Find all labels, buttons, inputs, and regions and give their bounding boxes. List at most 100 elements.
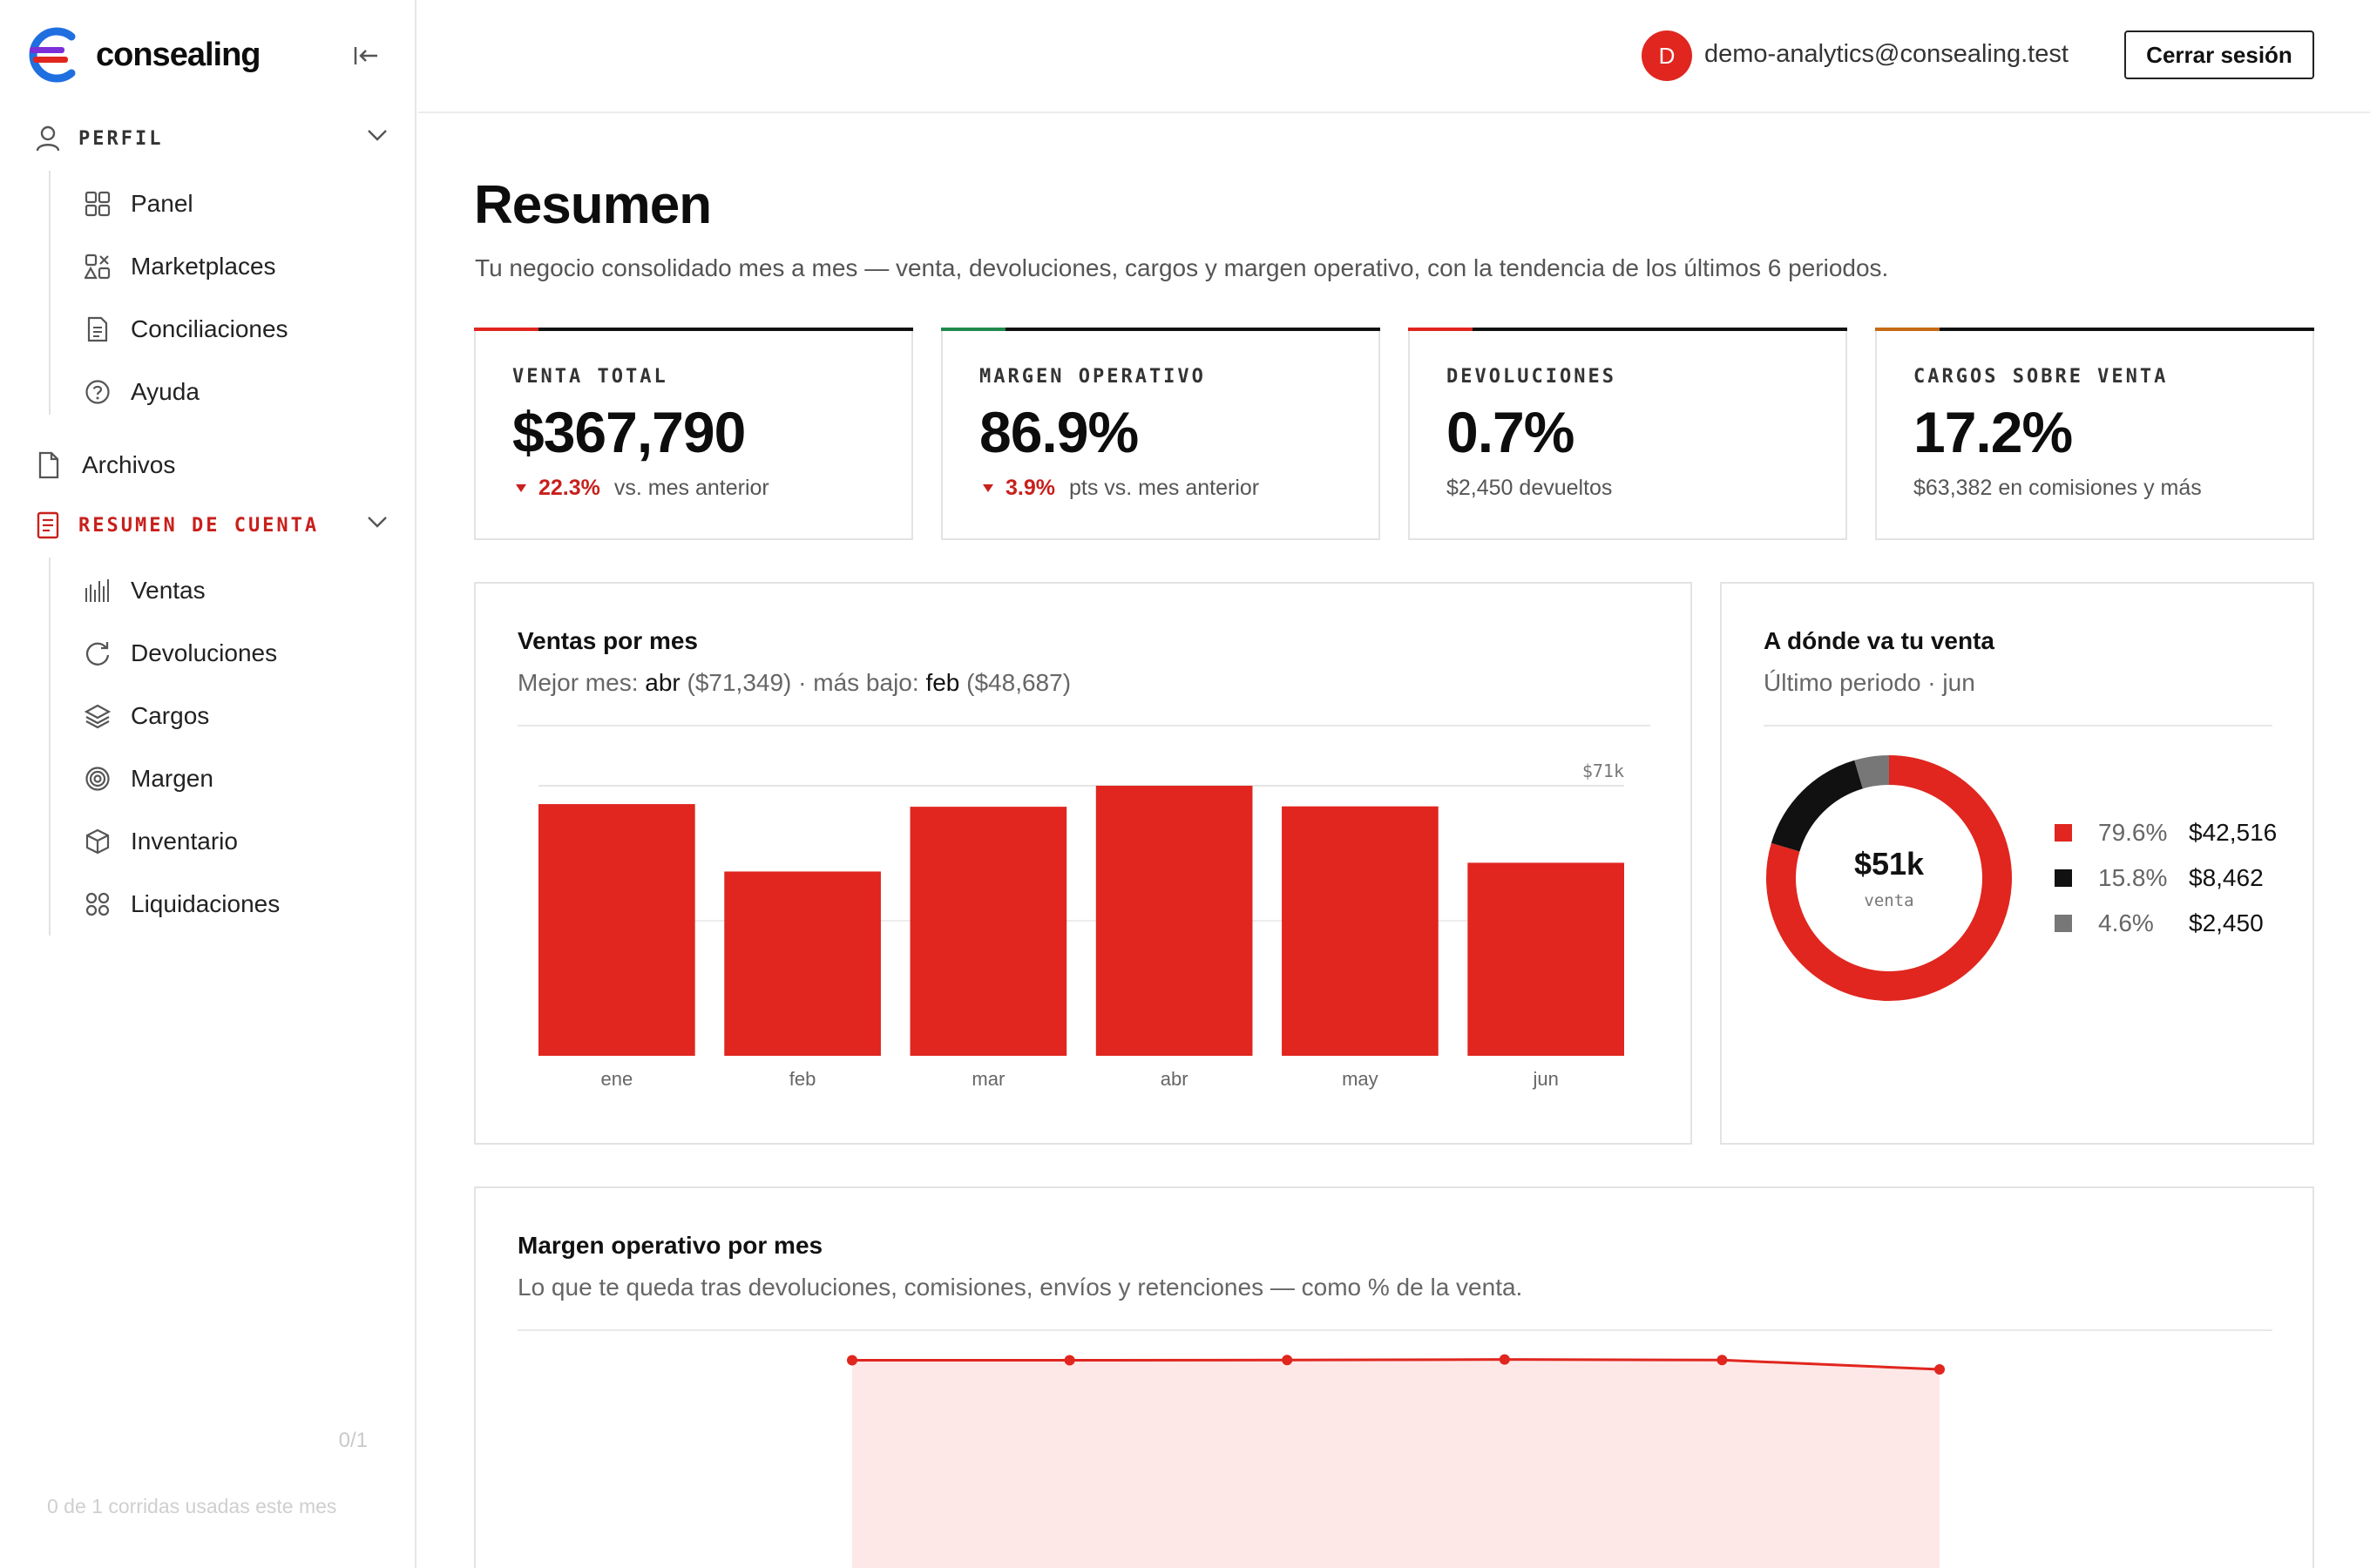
- page-title: Resumen: [474, 175, 712, 235]
- nav-item-label: Panel: [131, 190, 193, 217]
- dots-grid-icon: [84, 890, 112, 918]
- layers-icon: [84, 702, 112, 730]
- brand-logo-icon: [29, 27, 82, 83]
- card-subtitle: Lo que te queda tras devoluciones, comis…: [518, 1274, 1523, 1301]
- data-point: [1282, 1355, 1293, 1366]
- kpi-delta: 22.3%: [538, 476, 600, 500]
- card-title: Ventas por mes: [518, 627, 698, 654]
- legend-item: 4.6% $2,450: [2055, 908, 2264, 939]
- logout-button[interactable]: Cerrar sesión: [2124, 30, 2314, 79]
- low-month: feb: [925, 669, 960, 696]
- user-icon: [36, 125, 60, 152]
- collapse-left-icon: [354, 47, 377, 64]
- low-month-prefix: · más bajo:: [798, 669, 919, 696]
- x-tick-label: feb: [789, 1068, 816, 1090]
- topbar: D demo-analytics@consealing.test Cerrar …: [418, 0, 2370, 113]
- series-line: [852, 1358, 1940, 1371]
- best-month: abr: [645, 669, 681, 696]
- grid-icon: [84, 190, 112, 218]
- kpi-accent: [474, 328, 538, 331]
- collapse-sidebar-button[interactable]: [347, 38, 385, 73]
- donut-slice: [1766, 755, 2012, 1001]
- kpi-note: pts vs. mes anterior: [1068, 476, 1260, 500]
- down-triangle-icon: [516, 484, 526, 492]
- section-resumen-label: RESUMEN DE CUENTA: [78, 514, 320, 537]
- legend-value: $42,516: [2189, 819, 2278, 846]
- nav-item-ayuda[interactable]: Ayuda: [84, 368, 397, 416]
- nav-item-label: Archivos: [82, 451, 176, 478]
- legend-value: $2,450: [2189, 909, 2264, 936]
- nav-item-label: Marketplaces: [131, 253, 276, 280]
- page-subtitle: Tu negocio consolidado mes a mes — venta…: [475, 254, 1889, 281]
- nav-item-inventario[interactable]: Inventario: [84, 817, 397, 866]
- max-value-label: $71k: [1582, 760, 1624, 781]
- legend-swatch: [2055, 915, 2072, 932]
- data-point: [847, 1355, 857, 1366]
- legend-pct: 79.6%: [2098, 819, 2168, 846]
- nav-item-panel[interactable]: Panel: [84, 179, 397, 228]
- nav-guide-line: [49, 558, 51, 936]
- kpi-card-venta-total: VENTA TOTAL $367,790 22.3% vs. mes anter…: [474, 328, 913, 540]
- nav-item-cargos[interactable]: Cargos: [84, 692, 397, 740]
- donut-center-label: venta: [1864, 891, 1913, 910]
- margin-area-chart: [847, 1354, 1945, 1568]
- usage-count: 0/1: [338, 1429, 368, 1452]
- divider: [518, 725, 1650, 727]
- nav-item-archivos[interactable]: Archivos: [35, 441, 383, 490]
- bar: [1467, 862, 1624, 1056]
- legend-swatch: [2055, 824, 2072, 841]
- kpi-value: 86.9%: [979, 400, 1139, 464]
- brand[interactable]: consealing: [28, 26, 261, 84]
- divider: [1764, 725, 2272, 727]
- box-icon: [84, 828, 112, 855]
- sidebar: consealing PERFIL Panel: [0, 0, 416, 1568]
- down-triangle-icon: [983, 484, 993, 492]
- best-month-value: ($71,349): [687, 669, 792, 696]
- legend-item: 15.8% $8,462: [2055, 862, 2264, 894]
- divider: [518, 1329, 2272, 1331]
- help-icon: [84, 378, 112, 406]
- section-perfil[interactable]: PERFIL: [35, 117, 392, 160]
- area-fill: [852, 1359, 1940, 1568]
- bar: [1282, 806, 1439, 1056]
- nav-item-ventas[interactable]: Ventas: [84, 566, 397, 615]
- x-tick-label: may: [1342, 1068, 1378, 1090]
- report-icon: [37, 511, 59, 539]
- legend-swatch: [2055, 869, 2072, 887]
- bar: [538, 804, 695, 1056]
- kpi-card-cargos-sobre-venta: CARGOS SOBRE VENTA 17.2% $63,382 en comi…: [1875, 328, 2314, 540]
- file-icon: [35, 451, 63, 479]
- x-tick-label: ene: [600, 1068, 633, 1090]
- data-point: [1934, 1363, 1945, 1375]
- chevron-down-icon: [368, 517, 387, 528]
- kpi-accent: [1408, 328, 1473, 331]
- usage-text: 0 de 1 corridas usadas este mes: [47, 1495, 337, 1517]
- kpi-accent: [941, 328, 1006, 331]
- chevron-down-icon: [368, 130, 387, 141]
- sales-bar-chart: $71k ene feb mar abr may jun: [538, 760, 1624, 1090]
- card-title: Margen operativo por mes: [518, 1232, 823, 1259]
- avatar[interactable]: D: [1642, 30, 1692, 81]
- nav-item-conciliaciones[interactable]: Conciliaciones: [84, 305, 397, 354]
- kpi-label: MARGEN OPERATIVO: [979, 366, 1206, 388]
- nav-item-devoluciones[interactable]: Devoluciones: [84, 629, 397, 678]
- nav-item-margen[interactable]: Margen: [84, 754, 397, 803]
- kpi-value: 17.2%: [1913, 400, 2073, 464]
- brand-name: consealing: [96, 36, 261, 73]
- nav-item-marketplaces[interactable]: Marketplaces: [84, 242, 397, 291]
- best-month-prefix: Mejor mes:: [518, 669, 639, 696]
- kpi-label: VENTA TOTAL: [512, 366, 668, 388]
- nav-item-label: Margen: [131, 765, 213, 792]
- sales-by-month-card: Ventas por mes Mejor mes: abr ($71,349) …: [474, 582, 1692, 1145]
- kpi-label: CARGOS SOBRE VENTA: [1913, 366, 2169, 388]
- bar: [724, 871, 881, 1056]
- card-subtitle: Último periodo · jun: [1764, 669, 1975, 696]
- nav-item-liquidaciones[interactable]: Liquidaciones: [84, 880, 397, 929]
- nav-item-label: Devoluciones: [131, 639, 278, 666]
- legend-pct: 15.8%: [2098, 864, 2168, 891]
- marketplace-icon: [84, 253, 112, 280]
- legend-item: 79.6% $42,516: [2055, 817, 2277, 848]
- kpi-card-devoluciones: DEVOLUCIONES 0.7% $2,450 devueltos: [1408, 328, 1847, 540]
- section-resumen-de-cuenta[interactable]: RESUMEN DE CUENTA: [35, 504, 392, 547]
- card-subtitle: Mejor mes: abr ($71,349) · más bajo: feb…: [518, 669, 1071, 697]
